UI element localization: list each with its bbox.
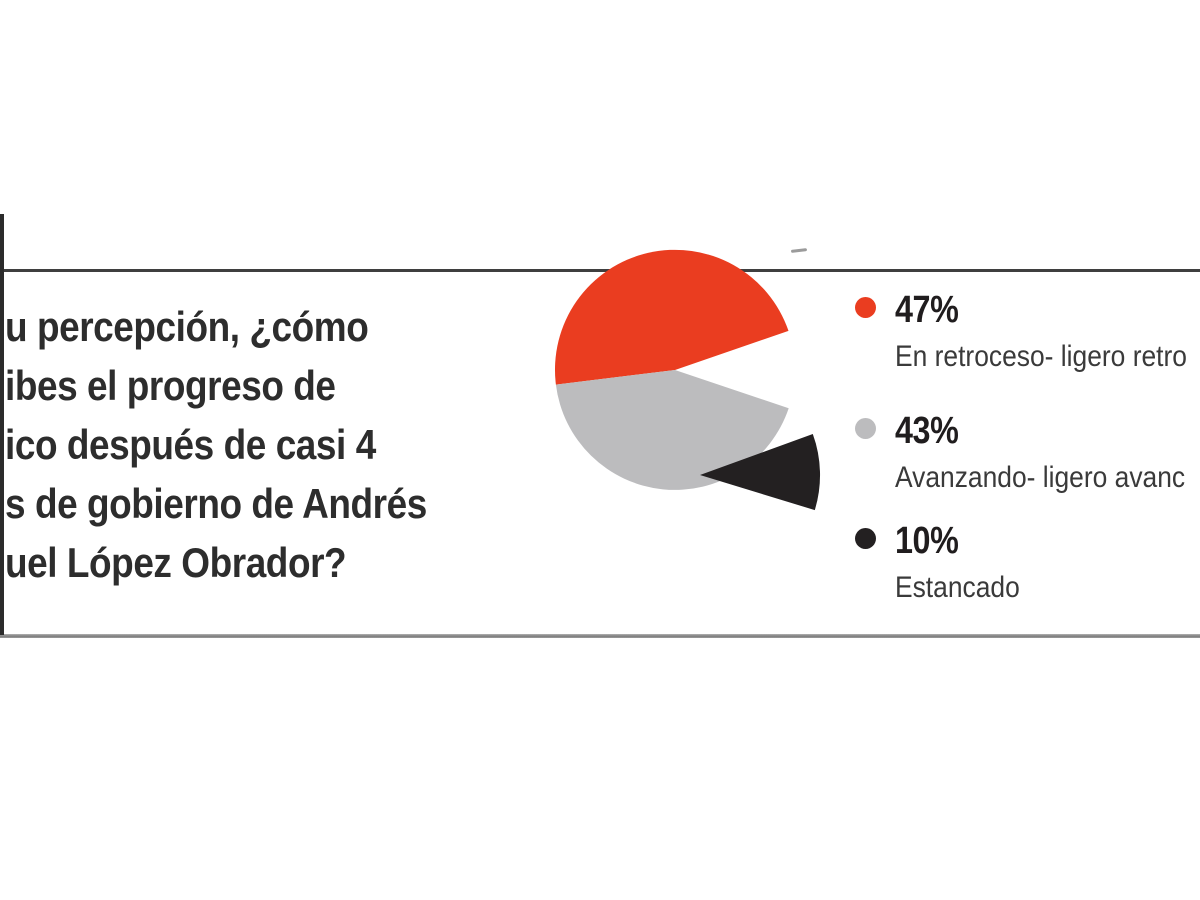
top-divider-line: [0, 269, 1200, 272]
legend-item-en-retroceso: 47% En retroceso- ligero retro: [855, 290, 1200, 374]
pie-slice-avanzando: [555, 370, 789, 490]
legend-item-avanzando: 43% Avanzando- ligero avanc: [855, 411, 1200, 495]
legend-label: En retroceso- ligero retro: [895, 340, 1188, 373]
legend-bullet-black: [855, 528, 876, 549]
legend-label: Avanzando- ligero avanc: [895, 461, 1186, 494]
question-line: u percepción, ¿cómo: [5, 303, 369, 350]
bottom-divider-line: [0, 634, 1200, 638]
survey-question: u percepción, ¿cómo ibes el progreso de …: [5, 297, 427, 592]
legend-bullet-gray: [855, 418, 876, 439]
question-line: uel López Obrador?: [5, 539, 347, 586]
question-line: s de gobierno de Andrés: [5, 480, 427, 527]
legend-item-estancado: 10% Estancado: [855, 521, 1037, 605]
pie-slice-estancado-exploded: [700, 434, 821, 511]
stray-dash-mark: [790, 248, 808, 253]
legend-bullet-red: [855, 297, 876, 318]
legend-percent: 47%: [895, 289, 959, 331]
legend-label: Estancado: [895, 571, 1021, 604]
question-line: ico después de casi 4: [5, 421, 376, 468]
question-line: ibes el progreso de: [5, 362, 336, 409]
legend-percent: 43%: [895, 410, 959, 452]
legend-percent: 10%: [895, 520, 959, 562]
left-edge-bar: [0, 214, 4, 635]
